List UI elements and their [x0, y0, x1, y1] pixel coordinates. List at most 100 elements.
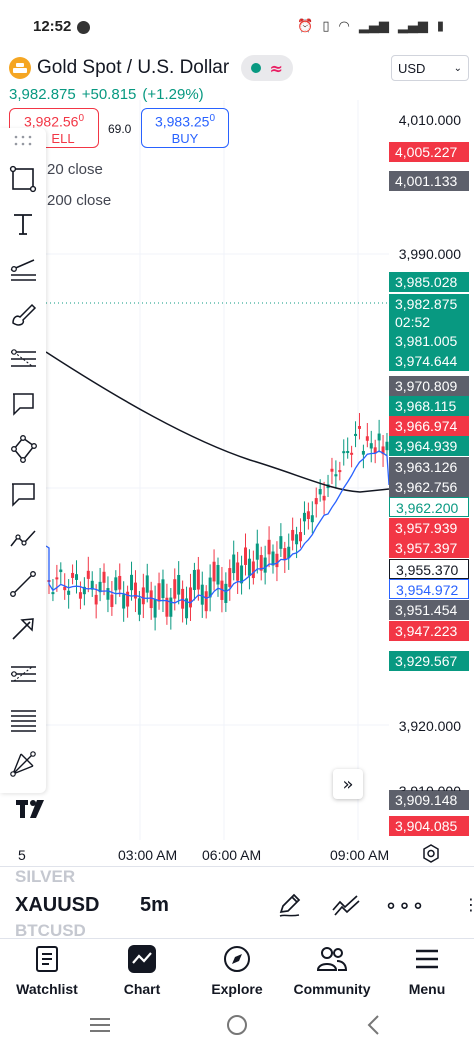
more-horizontal-icon: ∘∘∘	[384, 893, 426, 917]
current-symbol[interactable]: XAUUSD	[15, 894, 100, 916]
back-icon[interactable]	[358, 1012, 388, 1038]
candle-body	[251, 561, 255, 579]
candle-body	[94, 594, 98, 605]
candle-body	[291, 529, 295, 541]
candle-body	[149, 590, 153, 609]
fib-retracement-icon[interactable]	[6, 342, 40, 376]
candle-body	[346, 451, 350, 454]
candle-body	[177, 574, 181, 595]
axis-grid-label: 3,920.000	[398, 718, 461, 734]
currency-select[interactable]: USD ⌄	[391, 55, 469, 81]
nav-watchlist[interactable]: Watchlist	[2, 943, 92, 1001]
candle-body	[204, 591, 208, 612]
pitchfork-icon[interactable]	[6, 747, 40, 781]
kebab-icon[interactable]: ⋮	[463, 895, 474, 914]
price-badge: 3,904.085	[389, 816, 469, 836]
candle-body	[232, 554, 236, 574]
rectangle-icon[interactable]	[6, 162, 40, 196]
nav-community[interactable]: Community	[287, 943, 377, 1001]
vibrate-icon: ▯	[322, 19, 330, 34]
candle-body	[255, 543, 259, 560]
candle-body	[342, 451, 346, 454]
price-change: +50.815	[81, 86, 137, 103]
symbol-title[interactable]: Gold Spot / U.S. Dollar	[37, 57, 230, 78]
candle-body	[330, 468, 334, 472]
candle-body	[145, 575, 149, 593]
bottom-navigation: Watchlist Chart Explore Community Menu	[0, 938, 474, 1002]
sell-price: 3,982.56	[23, 113, 79, 130]
wifi-icon: ◠	[338, 19, 350, 34]
price-badge: 02:52	[389, 312, 469, 332]
chart-settings-gear-icon[interactable]	[420, 843, 442, 865]
price-badge: 3,968.115	[389, 396, 469, 416]
buy-price: 3,983.25	[154, 113, 210, 130]
candle-body	[82, 586, 86, 595]
trend-angle-icon[interactable]	[6, 252, 40, 286]
line-icon[interactable]	[6, 567, 40, 601]
drawing-toolbar	[0, 128, 46, 793]
prev-symbol[interactable]: SILVER	[15, 867, 76, 886]
signal-icon-2: ▂▄▆	[397, 19, 428, 34]
nav-menu[interactable]: Menu	[382, 943, 472, 1001]
status-icons: ⏰ ▯ ◠ ▂▄▆ ▂▄▆ ▮	[297, 19, 444, 34]
chevron-down-icon: ⌄	[453, 62, 462, 74]
path-icon[interactable]	[6, 522, 40, 556]
candle-body	[55, 577, 59, 580]
candle-body	[75, 574, 79, 580]
candle-body	[212, 561, 216, 582]
indicators-icon	[332, 895, 360, 916]
buy-button[interactable]: 3,983.250 BUY	[141, 108, 229, 148]
price-chart[interactable]	[0, 100, 474, 840]
candle-body	[51, 592, 55, 595]
candle-body	[287, 546, 291, 559]
candle-body	[141, 587, 145, 605]
price-badge: 3,957.397	[389, 538, 469, 558]
horizontal-lines-icon[interactable]	[6, 702, 40, 736]
indicator-ma200-label[interactable]: 200 close	[47, 192, 112, 209]
indicator-ma20-label[interactable]: 20 close	[47, 161, 103, 178]
candle-body	[369, 443, 373, 449]
time-axis-label: 09:00 AM	[330, 847, 388, 863]
brush-icon[interactable]	[6, 297, 40, 331]
indicators-button[interactable]	[330, 889, 362, 921]
market-open-dot-icon	[251, 63, 262, 73]
time-axis-label: 5	[18, 847, 26, 863]
drag-handle-icon[interactable]	[6, 130, 40, 152]
more-options-button[interactable]: ∘∘∘	[385, 889, 425, 921]
price-badge: 3,974.644	[389, 351, 469, 371]
comment-icon[interactable]	[6, 477, 40, 511]
scroll-to-realtime-button[interactable]: »	[333, 769, 363, 799]
nav-explore[interactable]: Explore	[192, 943, 282, 1001]
timeframe-button[interactable]: 5m	[140, 894, 169, 916]
home-icon[interactable]	[222, 1012, 252, 1038]
polygon-icon[interactable]	[6, 432, 40, 466]
status-bar: 12:52 ⏰ ▯ ◠ ▂▄▆ ▂▄▆ ▮	[0, 0, 474, 52]
price-badge: 3,909.148	[389, 790, 469, 810]
drawing-tools-button[interactable]	[274, 889, 306, 921]
fib-extension-icon[interactable]	[6, 657, 40, 691]
text-icon[interactable]	[6, 207, 40, 241]
candle-body	[169, 597, 173, 617]
pen-icon	[279, 893, 301, 917]
axis-grid-label: 4,010.000	[398, 112, 461, 128]
symbol-header[interactable]: Gold Spot / U.S. Dollar ≈	[9, 55, 294, 81]
last-price: 3,982.875	[9, 86, 76, 103]
compass-icon	[224, 946, 250, 972]
price-badge: 3,962.200	[389, 497, 469, 517]
next-symbol[interactable]: BTCUSD	[15, 921, 86, 938]
candle-body	[63, 586, 67, 591]
time-axis-label: 03:00 AM	[118, 847, 178, 863]
candle-body	[90, 580, 94, 590]
candle-body	[259, 555, 263, 571]
candle-body	[240, 565, 244, 584]
market-status-badge[interactable]: ≈	[241, 55, 294, 81]
nav-label: Community	[293, 981, 371, 997]
candle-body	[354, 433, 358, 436]
callout-icon[interactable]	[6, 387, 40, 421]
candle-body	[185, 598, 189, 619]
candle-body	[357, 426, 361, 429]
arrow-icon[interactable]	[6, 612, 40, 646]
nav-chart[interactable]: Chart	[97, 943, 187, 1001]
price-badge: 3,966.974	[389, 416, 469, 436]
recent-apps-icon[interactable]	[85, 1012, 115, 1038]
